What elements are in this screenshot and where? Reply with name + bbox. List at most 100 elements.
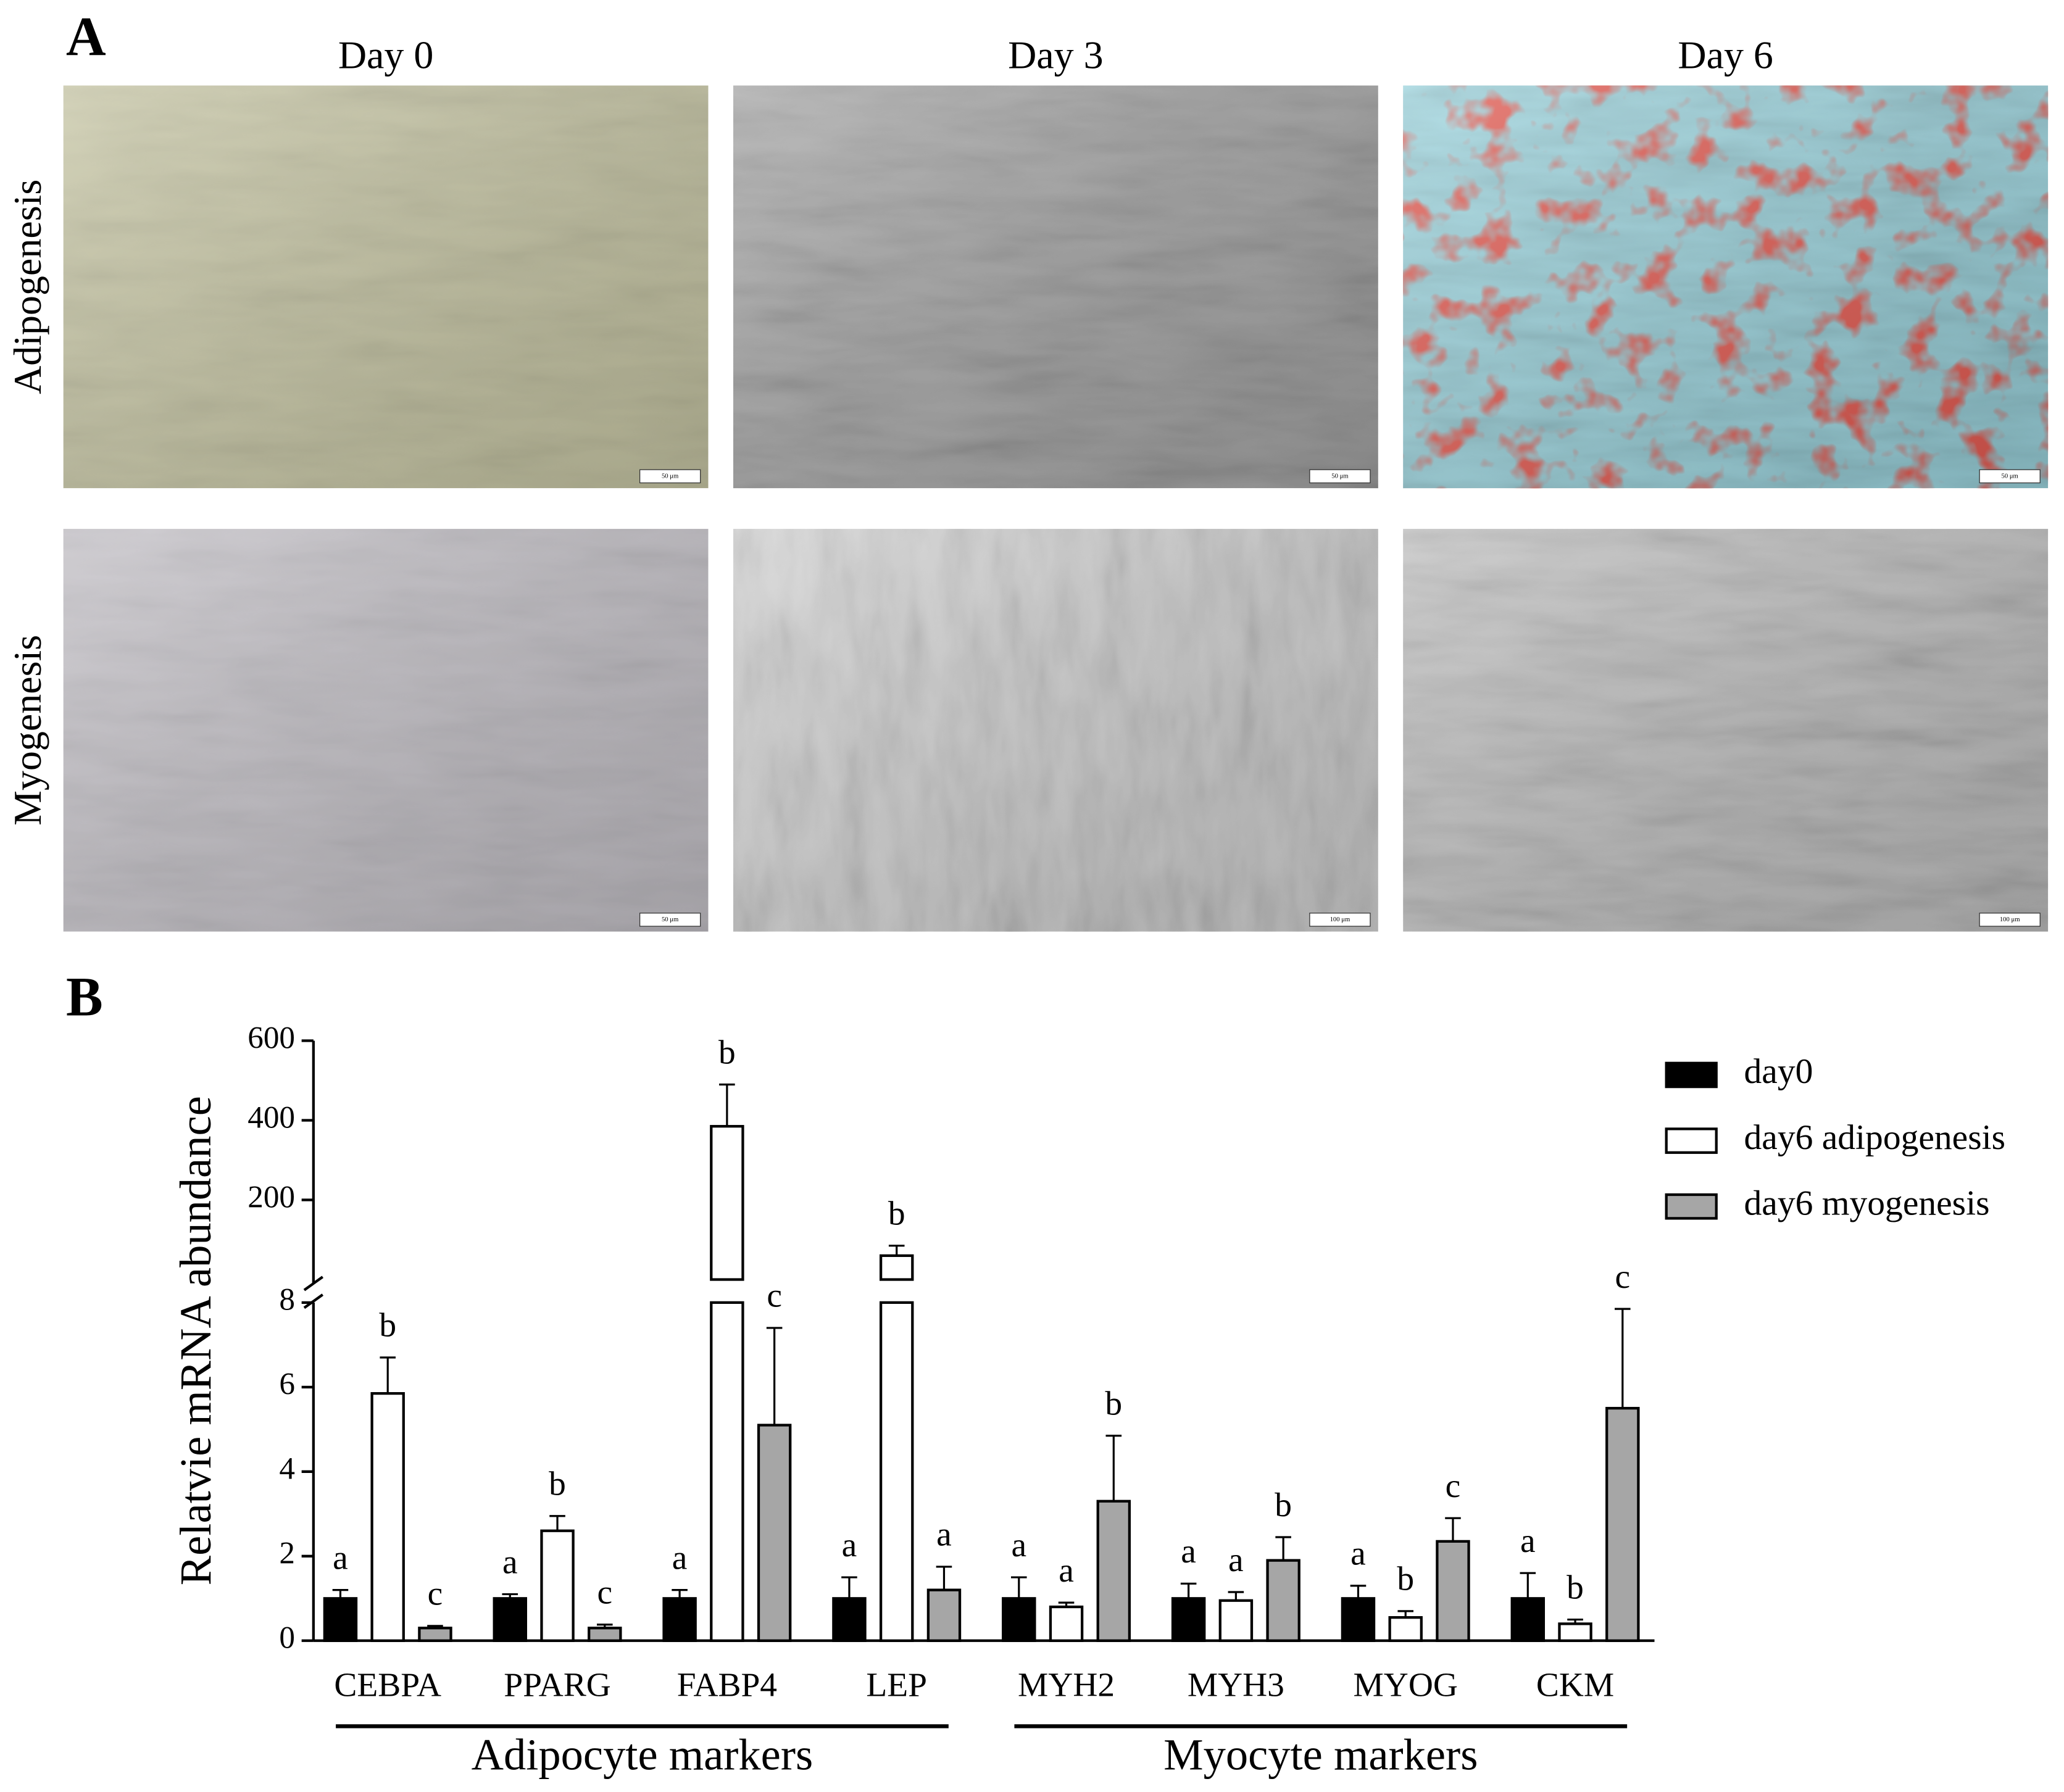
significance-letter: b — [888, 1195, 905, 1232]
bar — [1096, 1500, 1131, 1642]
photo-shade — [1403, 85, 2049, 489]
significance-letter: a — [936, 1516, 952, 1553]
bar — [323, 1597, 358, 1642]
error-bar — [380, 1356, 396, 1394]
bar — [1558, 1622, 1592, 1642]
bar — [370, 1392, 405, 1642]
y-tick-label: 4 — [279, 1451, 295, 1487]
significance-letter: b — [718, 1033, 736, 1071]
error-bar — [1567, 1618, 1583, 1624]
column-title: Day 3 — [1008, 33, 1104, 77]
scale-bar-box — [639, 469, 701, 484]
scale-bar-label: 50 μm — [2002, 473, 2019, 479]
significance-letter: a — [842, 1526, 857, 1564]
error-bar — [1445, 1517, 1461, 1541]
scale-bar-box — [1309, 913, 1371, 927]
error-bar — [1228, 1591, 1244, 1601]
group-label: Adipocyte markers — [472, 1729, 814, 1779]
x-tick-label: CEBPA — [334, 1665, 441, 1703]
error-bar — [841, 1576, 857, 1599]
error-bar — [502, 1593, 518, 1599]
panel-label: A — [66, 6, 106, 67]
significance-letter: c — [1615, 1258, 1631, 1295]
bar — [1218, 1599, 1254, 1642]
x-tick-label: PPARG — [504, 1665, 611, 1703]
error-bar — [888, 1245, 905, 1256]
bar — [710, 1301, 744, 1642]
scale-bar-label: 50 μm — [662, 473, 679, 479]
significance-letter: b — [1397, 1560, 1414, 1598]
column-title: Day 6 — [1678, 33, 1773, 77]
legend-swatch — [1665, 1127, 1718, 1154]
x-tick-label: CKM — [1536, 1665, 1614, 1703]
column-title: Day 0 — [338, 33, 434, 77]
scale-bar-label: 50 μm — [662, 916, 679, 923]
significance-letter: a — [1059, 1551, 1074, 1589]
y-tick-label: 400 — [248, 1100, 295, 1135]
bar — [493, 1597, 527, 1642]
micrograph: 100 μm — [733, 529, 1378, 932]
row-title: Myogenesis — [6, 635, 49, 826]
legend-label: day6 adipogenesis — [1744, 1118, 2005, 1157]
bar — [1510, 1597, 1546, 1642]
scale-bar-box — [1979, 469, 2041, 484]
x-tick-label: MYH3 — [1188, 1665, 1284, 1703]
significance-letter: c — [1446, 1467, 1461, 1504]
photo-shade — [63, 85, 709, 489]
photo-shade — [1403, 529, 2049, 932]
scale-bar-label: 100 μm — [1330, 916, 1350, 923]
significance-letter: b — [1567, 1568, 1584, 1606]
photo-shade — [63, 529, 709, 932]
significance-letter: a — [333, 1538, 348, 1576]
significance-letter: b — [1275, 1486, 1292, 1524]
significance-letter: c — [767, 1277, 782, 1314]
error-bar — [766, 1327, 783, 1425]
scale-bar-box — [1309, 469, 1371, 484]
bar — [1002, 1597, 1036, 1642]
scale-bar-label: 100 μm — [2000, 916, 2020, 923]
photo-shade — [733, 529, 1378, 932]
bar — [757, 1424, 792, 1642]
bar-upper — [879, 1254, 914, 1281]
y-tick-label: 0 — [279, 1620, 295, 1656]
error-bar — [1275, 1536, 1291, 1561]
significance-letter: a — [1520, 1522, 1536, 1559]
scale-bar-box — [639, 913, 701, 927]
y-tick-label: 600 — [248, 1020, 295, 1055]
y-tick-label: 200 — [248, 1179, 295, 1214]
scale-bar-box — [1979, 913, 2041, 927]
error-bar — [1105, 1434, 1122, 1501]
group-label: Myocyte markers — [1163, 1729, 1478, 1779]
significance-letter: a — [1011, 1526, 1026, 1564]
bar — [588, 1627, 622, 1642]
legend-label: day0 — [1744, 1052, 1813, 1091]
legend-label: day6 myogenesis — [1744, 1184, 1989, 1222]
error-bar — [719, 1083, 735, 1127]
row-title: Adipogenesis — [6, 180, 49, 394]
error-bar — [936, 1566, 952, 1590]
x-tick-label: MYOG — [1354, 1665, 1458, 1703]
x-tick-label: MYH2 — [1018, 1665, 1115, 1703]
significance-letter: b — [549, 1465, 566, 1503]
significance-letter: b — [379, 1306, 396, 1344]
error-bar — [1010, 1576, 1027, 1599]
scale-bar-label: 50 μm — [1331, 473, 1349, 479]
error-bar — [1520, 1572, 1536, 1599]
error-bar — [1180, 1582, 1197, 1599]
panel-label: B — [66, 966, 103, 1027]
micrograph: 50 μm — [63, 85, 709, 489]
error-bar — [597, 1624, 613, 1628]
bar — [540, 1529, 575, 1642]
bar — [662, 1597, 697, 1642]
x-tick-label: LEP — [866, 1665, 927, 1703]
bar — [418, 1627, 452, 1642]
legend-swatch — [1665, 1193, 1718, 1220]
bar — [1171, 1597, 1206, 1642]
panel-b: 0 2 4 6 8 200 400 600 Relatvie mRNA abundance CEB… — [170, 1020, 2005, 1779]
bar — [1605, 1406, 1640, 1642]
micrograph: 50 μm — [733, 85, 1378, 489]
bar — [1049, 1605, 1084, 1642]
y-tick-label: 6 — [279, 1367, 295, 1402]
photo-shade — [733, 85, 1378, 489]
